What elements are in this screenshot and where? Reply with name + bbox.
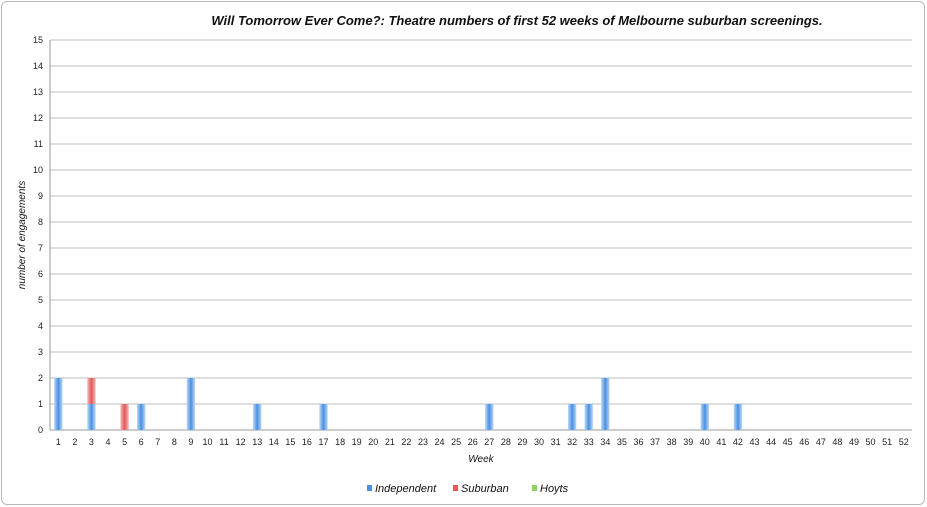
- x-tick-label: 21: [385, 437, 395, 447]
- x-tick-label: 19: [352, 437, 362, 447]
- x-tick-label: 36: [633, 437, 643, 447]
- x-tick-label: 5: [122, 437, 127, 447]
- x-tick-label: 46: [799, 437, 809, 447]
- x-tick-label: 16: [302, 437, 312, 447]
- bar-independent-week-3: [87, 404, 96, 430]
- x-tick-label: 31: [551, 437, 561, 447]
- y-tick-label: 15: [33, 35, 43, 45]
- x-tick-label: 43: [750, 437, 760, 447]
- y-tick-label: 3: [38, 347, 43, 357]
- x-tick-label: 50: [866, 437, 876, 447]
- x-tick-label: 17: [319, 437, 329, 447]
- x-tick-label: 9: [188, 437, 193, 447]
- bar-independent-week-34: [601, 378, 610, 430]
- chart-title: Will Tomorrow Ever Come?: Theatre number…: [211, 13, 822, 28]
- y-tick-label: 11: [34, 139, 43, 149]
- bar-independent-week-42: [733, 404, 743, 430]
- bar-suburban-week-3: [87, 378, 96, 404]
- y-tick-label: 14: [33, 61, 43, 71]
- x-tick-label: 32: [567, 437, 577, 447]
- legend-swatch-suburban: [453, 485, 458, 491]
- x-tick-label: 44: [766, 437, 776, 447]
- x-tick-label: 14: [269, 437, 279, 447]
- legend-swatch-hoyts: [532, 485, 537, 491]
- y-tick-label: 6: [38, 269, 43, 279]
- x-tick-label: 47: [816, 437, 826, 447]
- x-axis-ticks: 1 2 3 4 5 6 7 8 9 10 11 12 13 14 15 16 17 18 19 20 21 22 23 24 2…: [56, 437, 909, 447]
- x-tick-label: 52: [899, 437, 909, 447]
- bar-independent-week-6: [136, 404, 146, 430]
- y-tick-label: 2: [38, 373, 43, 383]
- legend-swatch-independent: [367, 485, 372, 491]
- y-tick-label: 10: [33, 165, 43, 175]
- bar-independent-week-32: [567, 404, 577, 430]
- bar-independent-week-40: [700, 404, 709, 430]
- y-tick-label: 1: [38, 399, 43, 409]
- x-tick-label: 42: [733, 437, 743, 447]
- x-tick-label: 45: [783, 437, 793, 447]
- x-tick-label: 35: [617, 437, 627, 447]
- x-tick-label: 27: [484, 437, 494, 447]
- y-tick-label: 8: [38, 217, 43, 227]
- bar-independent-week-13: [253, 404, 262, 430]
- y-tick-label: 7: [38, 243, 43, 253]
- legend-label-hoyts: Hoyts: [540, 483, 569, 495]
- x-tick-label: 7: [155, 437, 160, 447]
- bar-independent-week-33: [584, 404, 593, 430]
- bar-suburban-week-5: [120, 404, 129, 430]
- x-axis-label: Week: [468, 454, 494, 465]
- y-tick-label: 0: [38, 425, 43, 435]
- x-tick-label: 39: [683, 437, 693, 447]
- x-tick-label: 4: [106, 437, 111, 447]
- x-tick-label: 26: [468, 437, 478, 447]
- x-tick-label: 6: [139, 437, 144, 447]
- x-tick-label: 25: [451, 437, 461, 447]
- bars: [54, 378, 743, 430]
- x-tick-label: 28: [501, 437, 511, 447]
- y-tick-label: 13: [33, 87, 43, 97]
- x-tick-label: 24: [435, 437, 445, 447]
- x-tick-label: 13: [252, 437, 262, 447]
- x-tick-label: 15: [285, 437, 295, 447]
- x-tick-label: 2: [72, 437, 77, 447]
- x-tick-label: 1: [56, 437, 61, 447]
- legend: Independent Suburban Hoyts: [367, 483, 569, 495]
- bar-independent-week-1: [54, 378, 63, 430]
- x-tick-label: 29: [517, 437, 527, 447]
- y-tick-label: 12: [33, 113, 43, 123]
- x-tick-label: 23: [418, 437, 428, 447]
- x-tick-label: 41: [716, 437, 726, 447]
- x-tick-label: 12: [236, 437, 246, 447]
- x-tick-label: 22: [401, 437, 411, 447]
- x-tick-label: 34: [600, 437, 610, 447]
- y-tick-label: 9: [38, 191, 43, 201]
- x-tick-label: 30: [534, 437, 544, 447]
- x-tick-label: 48: [832, 437, 842, 447]
- x-tick-label: 33: [584, 437, 594, 447]
- x-tick-label: 51: [882, 437, 892, 447]
- y-tick-label: 4: [38, 321, 43, 331]
- bar-independent-week-9: [186, 378, 196, 430]
- y-axis-label: number of engagements: [17, 181, 28, 289]
- bar-independent-week-27: [485, 404, 494, 430]
- x-tick-label: 8: [172, 437, 177, 447]
- x-tick-label: 38: [667, 437, 677, 447]
- x-tick-label: 37: [650, 437, 660, 447]
- x-tick-label: 49: [849, 437, 859, 447]
- x-tick-label: 11: [219, 437, 228, 447]
- x-tick-label: 20: [368, 437, 378, 447]
- legend-label-independent: Independent: [375, 483, 437, 495]
- legend-label-suburban: Suburban: [461, 483, 509, 495]
- x-tick-label: 18: [335, 437, 345, 447]
- bar-independent-week-17: [319, 404, 328, 430]
- x-tick-label: 40: [700, 437, 710, 447]
- x-tick-label: 3: [89, 437, 94, 447]
- x-tick-label: 10: [202, 437, 212, 447]
- gridlines: [49, 39, 912, 431]
- y-tick-label: 5: [38, 295, 43, 305]
